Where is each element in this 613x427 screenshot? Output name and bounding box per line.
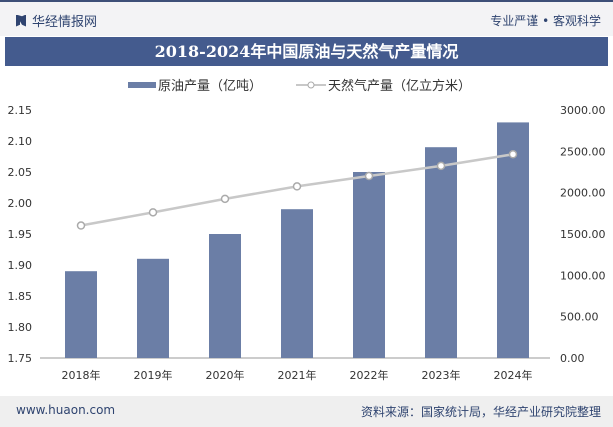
right-tick-label: 500.00	[560, 311, 599, 324]
oil-bar	[65, 271, 97, 358]
x-tick-label: 2023年	[422, 368, 461, 382]
legend-label-oil: 原油产量（亿吨）	[158, 79, 262, 94]
source-note: 资料来源：国家统计局，华经产业研究院整理	[360, 405, 601, 419]
left-tick-label: 2.05	[8, 166, 33, 179]
gas-point	[292, 182, 302, 191]
left-tick-label: 2.15	[8, 104, 33, 117]
left-tick-label: 2.00	[8, 197, 33, 210]
oil-bar	[209, 234, 241, 358]
x-tick-label: 2020年	[206, 368, 245, 382]
left-tick-label: 1.95	[8, 228, 33, 241]
left-tick-label: 1.85	[8, 290, 33, 303]
x-tick-label: 2022年	[350, 368, 389, 382]
slogan: 专业严谨 • 客观科学	[490, 14, 601, 28]
footer: www.huaon.com 资料来源：国家统计局，华经产业研究院整理	[0, 396, 613, 427]
right-tick-label: 1000.00	[560, 269, 606, 282]
x-tick-label: 2024年	[494, 368, 533, 382]
x-tick-label: 2021年	[278, 368, 317, 382]
brand-logo: 华经情报网	[16, 11, 97, 30]
right-tick-label: 2000.00	[560, 187, 606, 200]
gas-point	[364, 171, 374, 181]
x-tick-label: 2018年	[62, 368, 101, 382]
x-tick-label: 2019年	[134, 368, 173, 382]
left-tick-label: 1.80	[8, 321, 33, 334]
legend-swatch-oil	[128, 82, 156, 88]
gas-point	[436, 161, 446, 171]
left-tick-label: 2.10	[8, 135, 33, 148]
right-tick-label: 1500.00	[560, 228, 606, 241]
header-bar: 华经情报网 专业严谨 • 客观科学	[0, 0, 613, 36]
chart-title: 2018-2024年中国原油与天然气产量情况	[5, 37, 608, 66]
logo-icon	[16, 14, 26, 27]
oil-bar	[137, 258, 169, 358]
gas-point	[76, 221, 86, 230]
left-tick-label: 1.90	[8, 259, 33, 272]
oil-bar	[353, 172, 385, 358]
gas-point	[508, 150, 518, 159]
oil-bar	[281, 209, 313, 358]
oil-bar	[425, 147, 457, 358]
website: www.huaon.com	[16, 403, 116, 417]
right-tick-label: 0.00	[560, 352, 585, 365]
right-tick-label: 3000.00	[560, 104, 606, 117]
legend-marker-gas	[307, 81, 315, 89]
legend-label-gas: 天然气产量（亿立方米）	[328, 78, 471, 94]
gas-point	[220, 194, 230, 204]
brand-name: 华经情报网	[32, 15, 98, 30]
right-tick-label: 2500.00	[560, 145, 606, 158]
gas-point	[148, 208, 158, 217]
left-tick-label: 1.75	[8, 352, 33, 365]
oil-bar	[497, 122, 529, 359]
